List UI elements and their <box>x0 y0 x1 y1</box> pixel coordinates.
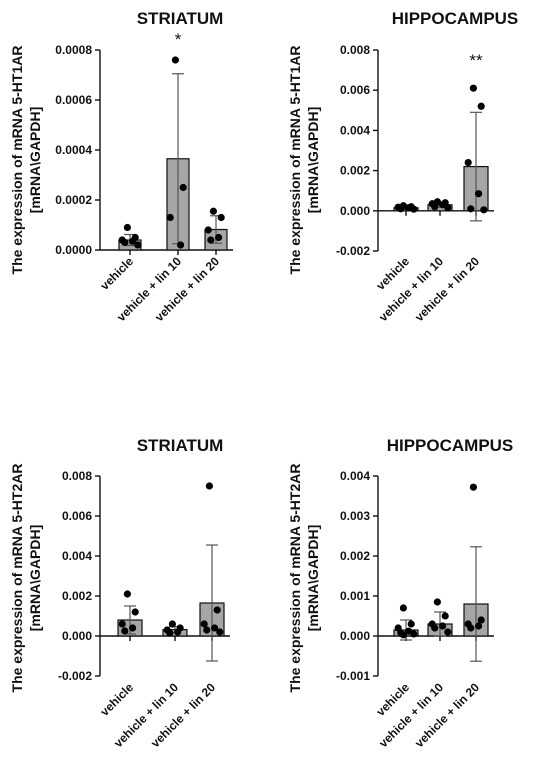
y-tick-label: -0.001 <box>336 669 370 683</box>
data-point <box>121 627 129 635</box>
chart-title: HIPPOCAMPUS <box>387 436 514 455</box>
data-point <box>168 620 176 628</box>
y-tick-label: 0.0006 <box>55 93 92 107</box>
y-tick-label: 0.004 <box>340 469 370 483</box>
data-point <box>205 482 213 490</box>
y-axis-label-line2: [mRNA\GAPDH] <box>305 107 321 214</box>
data-point <box>467 624 475 632</box>
data-point <box>410 205 418 213</box>
data-point <box>475 622 483 630</box>
data-point <box>407 620 415 628</box>
panel-hippocampus-5ht1ar: HIPPOCAMPUS The expression of mRNA 5-HT1… <box>287 9 518 324</box>
y-tick-label: 0.004 <box>62 549 92 563</box>
y-tick-label: 0.0008 <box>55 43 92 57</box>
y-tick-label: 0.0004 <box>55 143 92 157</box>
panel-striatum-5ht1ar: STRIATUM The expression of mRNA 5-HT1AR … <box>9 9 233 324</box>
y-tick-label: 0.002 <box>340 164 370 178</box>
data-point <box>129 624 137 632</box>
y-tick-label: 0.0002 <box>55 193 92 207</box>
x-category-label: vehicle + lin 20 <box>412 680 482 750</box>
data-point <box>174 628 182 636</box>
data-point <box>171 56 179 64</box>
data-point <box>203 626 211 634</box>
data-point <box>410 630 418 638</box>
data-point <box>397 205 405 213</box>
x-category-label: vehicle <box>97 254 136 293</box>
y-tick-label: 0.001 <box>340 589 370 603</box>
y-tick-label: 0.000 <box>340 204 370 218</box>
data-point <box>439 622 447 630</box>
y-axis-label-line2: [mRNA\GAPDH] <box>27 107 43 214</box>
data-point <box>129 237 137 245</box>
x-category-label: vehicle + lin 20 <box>412 254 482 324</box>
data-point <box>121 238 129 247</box>
data-point <box>399 631 407 639</box>
y-tick-label: 0.002 <box>62 589 92 603</box>
data-point <box>467 205 475 213</box>
y-tick-label: 0.006 <box>340 83 370 97</box>
chart-title: STRIATUM <box>137 436 224 455</box>
data-point <box>477 616 485 624</box>
data-point <box>166 213 174 222</box>
data-point <box>480 206 488 214</box>
data-point <box>215 233 223 242</box>
data-point <box>211 624 219 632</box>
data-point <box>439 201 447 209</box>
data-point <box>213 606 221 614</box>
significance-marker: ** <box>469 51 483 70</box>
data-point <box>431 624 439 632</box>
panel-striatum-5ht2ar: STRIATUM The expression of mRNA 5-HT2AR … <box>9 436 230 750</box>
data-point <box>464 158 472 167</box>
data-point <box>444 204 452 212</box>
y-tick-label: 0.008 <box>340 43 370 57</box>
data-point <box>475 190 483 198</box>
chart-title: HIPPOCAMPUS <box>392 9 519 28</box>
x-category-label: vehicle <box>97 680 136 719</box>
x-category-label: vehicle + lin 20 <box>148 680 218 750</box>
data-point <box>469 483 477 491</box>
y-axis-label-line1: The expression of mRNA 5-HT1AR <box>287 46 303 275</box>
y-axis-label-line2: [mRNA\GAPDH] <box>27 525 43 632</box>
data-point <box>209 207 217 215</box>
data-point <box>123 223 131 232</box>
data-point <box>118 620 126 628</box>
data-point <box>433 598 441 606</box>
y-tick-label: -0.002 <box>336 244 370 258</box>
data-point <box>134 241 142 249</box>
y-tick-label: 0.002 <box>340 549 370 563</box>
data-point <box>477 102 485 110</box>
data-point <box>179 183 187 192</box>
data-point <box>441 612 449 620</box>
data-point <box>207 236 215 244</box>
y-tick-label: 0.004 <box>340 123 370 137</box>
data-point <box>399 604 407 612</box>
data-point <box>469 84 477 92</box>
data-point <box>200 620 208 628</box>
y-tick-label: 0.000 <box>340 629 370 643</box>
y-tick-label: 0.006 <box>62 509 92 523</box>
data-point <box>131 608 139 616</box>
data-point <box>217 213 225 222</box>
y-axis-label-line1: The expression of mRNA 5-HT2AR <box>287 464 303 693</box>
data-point <box>166 629 174 637</box>
data-point <box>444 628 452 636</box>
data-point <box>204 226 212 234</box>
y-tick-label: 0.003 <box>340 509 370 523</box>
y-axis-label-line1: The expression of mRNA 5-HT1AR <box>9 46 25 275</box>
y-tick-label: 0.008 <box>62 469 92 483</box>
y-tick-label: 0.000 <box>62 629 92 643</box>
y-tick-label: 0.0000 <box>55 243 92 257</box>
significance-marker: * <box>175 30 182 49</box>
data-point <box>123 590 131 598</box>
y-axis-label-line1: The expression of mRNA 5-HT2AR <box>9 464 25 693</box>
panel-hippocampus-5ht2ar: HIPPOCAMPUS The expression of mRNA 5-HT2… <box>287 436 513 750</box>
data-point <box>431 203 439 211</box>
data-point <box>177 241 185 249</box>
data-point <box>216 628 224 636</box>
y-axis-label-line2: [mRNA\GAPDH] <box>305 525 321 632</box>
chart-title: STRIATUM <box>137 9 224 28</box>
y-tick-label: -0.002 <box>58 669 92 683</box>
